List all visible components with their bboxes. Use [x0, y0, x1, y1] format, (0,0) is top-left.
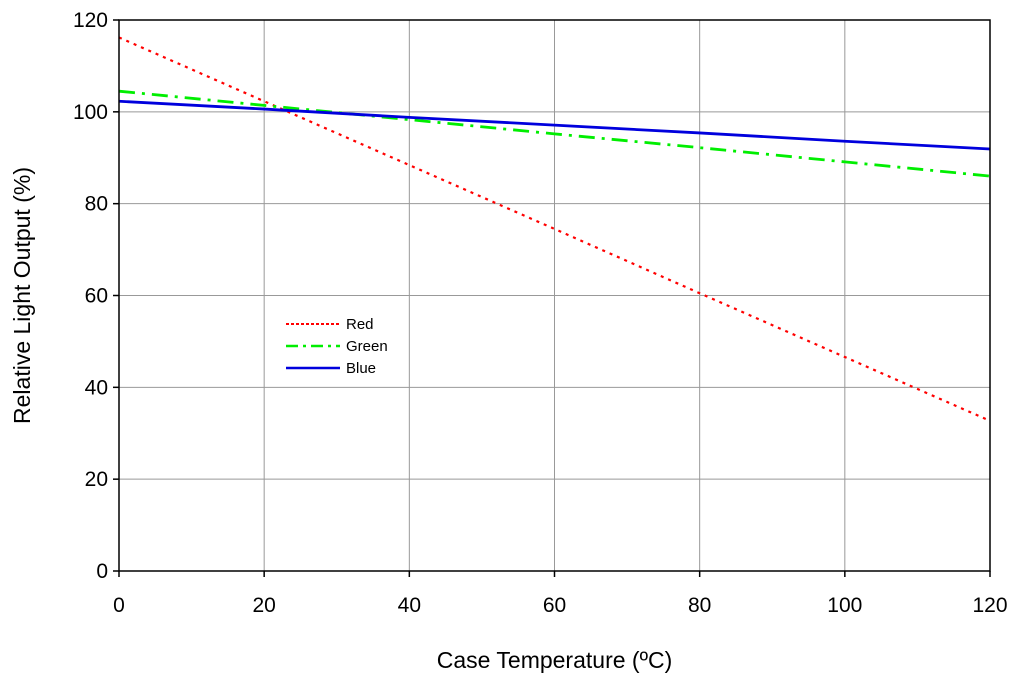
x-tick-label: 60	[543, 594, 566, 617]
x-tick-label: 80	[688, 594, 711, 617]
y-tick-label: 40	[85, 376, 108, 399]
grid	[118, 19, 991, 572]
x-tick-label: 20	[252, 594, 275, 617]
series-line-red	[118, 36, 991, 422]
legend-label-red: Red	[346, 316, 374, 333]
y-axis-ticks: 0 20 40 60 80 100 120	[73, 9, 119, 583]
y-axis-label: Relative Light Output (%)	[9, 167, 35, 424]
x-tick-label: 120	[972, 594, 1007, 617]
y-tick-label: 60	[85, 285, 108, 308]
series-lines	[118, 36, 991, 422]
y-tick-label: 80	[85, 193, 108, 216]
series-line-blue	[118, 99, 991, 151]
x-tick-label: 100	[827, 594, 862, 617]
legend-label-green: Green	[346, 338, 388, 355]
y-tick-label: 0	[96, 560, 108, 583]
legend: Red Green Blue	[286, 316, 388, 377]
legend-label-blue: Blue	[346, 360, 376, 377]
x-axis-label: Case Temperature (ºC)	[437, 647, 673, 673]
y-tick-label: 100	[73, 101, 108, 124]
x-tick-label: 40	[398, 594, 421, 617]
x-tick-label: 0	[113, 594, 125, 617]
series-line-green	[118, 89, 991, 178]
x-axis-ticks: 0 20 40 60 80 100 120	[113, 571, 1008, 617]
y-tick-label: 20	[85, 468, 108, 491]
y-tick-label: 120	[73, 9, 108, 32]
